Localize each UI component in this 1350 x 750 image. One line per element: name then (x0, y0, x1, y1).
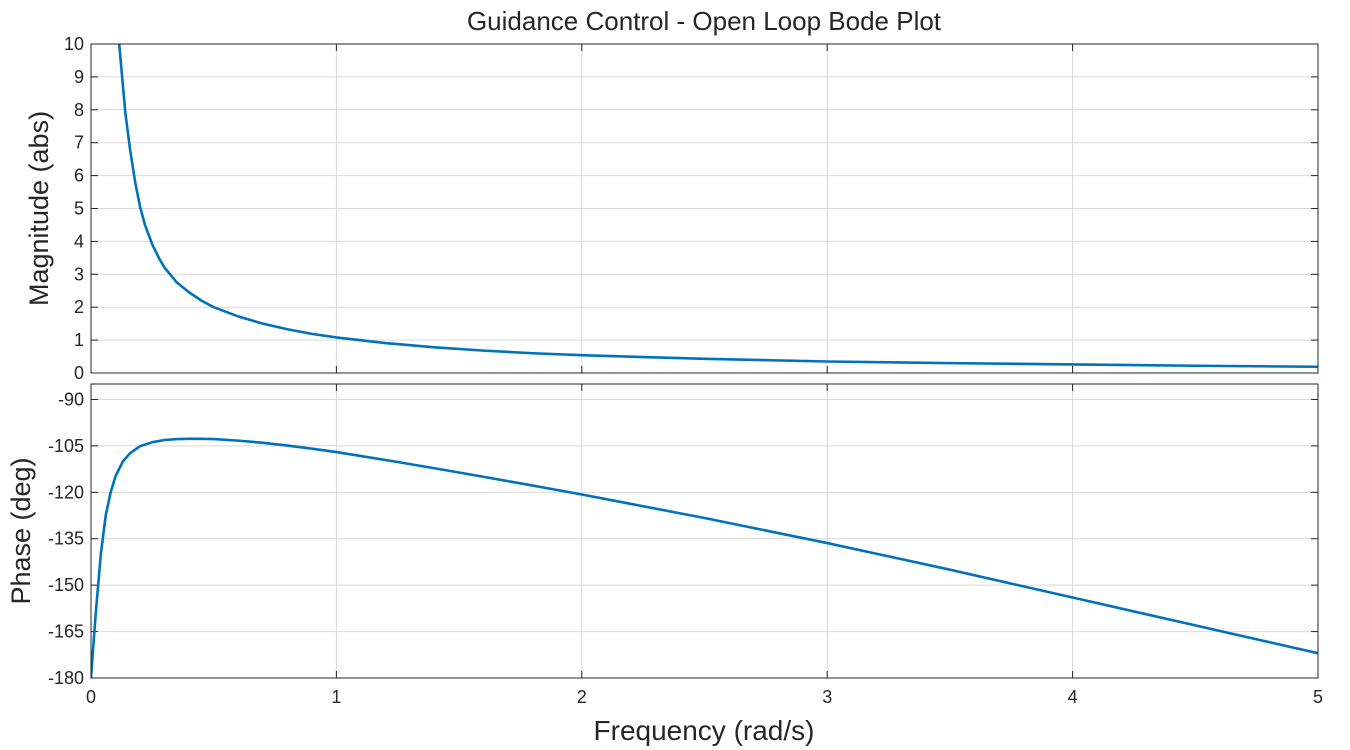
phase-x-tick-label: 2 (577, 687, 587, 707)
magnitude-axes-box (90, 43, 1319, 374)
magnitude-series-line (117, 44, 1318, 369)
phase-x-tick-label: 5 (1313, 687, 1323, 707)
phase-panel: -180 -165 -150 -135 -120 -105 -90 0 1 2 3 4 5 Phase (… (6, 383, 1323, 707)
phase-y-tick-label: -135 (48, 529, 84, 549)
phase-y-tick-label: -150 (48, 575, 84, 595)
magnitude-y-tick-label: 5 (74, 199, 84, 219)
phase-y-tick-label: -90 (58, 389, 84, 409)
phase-x-tick-label: 0 (86, 687, 96, 707)
magnitude-y-tick-label: 6 (74, 166, 84, 186)
magnitude-y-tick-label: 4 (74, 231, 84, 251)
magnitude-y-tick-label: 1 (74, 330, 84, 350)
magnitude-y-tick-label: 0 (74, 363, 84, 383)
magnitude-y-tick-label: 8 (74, 100, 84, 120)
magnitude-panel: 0 1 2 3 4 5 6 7 8 9 10 Magnitude (abs) (24, 34, 1319, 383)
figure-title: Guidance Control - Open Loop Bode Plot (467, 6, 942, 36)
x-axis-label: Frequency (rad/s) (594, 715, 815, 746)
phase-y-tick-label: -120 (48, 482, 84, 502)
phase-y-tick-label: -105 (48, 436, 84, 456)
phase-axes-box (90, 383, 1319, 679)
magnitude-y-tick-label: 9 (74, 67, 84, 87)
phase-y-axis-label: Phase (deg) (6, 457, 36, 604)
magnitude-y-tick-label: 10 (64, 34, 84, 54)
phase-series-line (91, 437, 1318, 678)
magnitude-y-tick-label: 7 (74, 133, 84, 153)
phase-y-tick-label: -165 (48, 622, 84, 642)
phase-x-tick-label: 4 (1068, 687, 1078, 707)
phase-x-tick-label: 1 (331, 687, 341, 707)
magnitude-y-tick-label: 2 (74, 297, 84, 317)
phase-x-tick-label: 3 (822, 687, 832, 707)
phase-y-tick-label: -180 (48, 668, 84, 688)
magnitude-y-axis-label: Magnitude (abs) (24, 111, 54, 306)
magnitude-y-tick-label: 3 (74, 264, 84, 284)
